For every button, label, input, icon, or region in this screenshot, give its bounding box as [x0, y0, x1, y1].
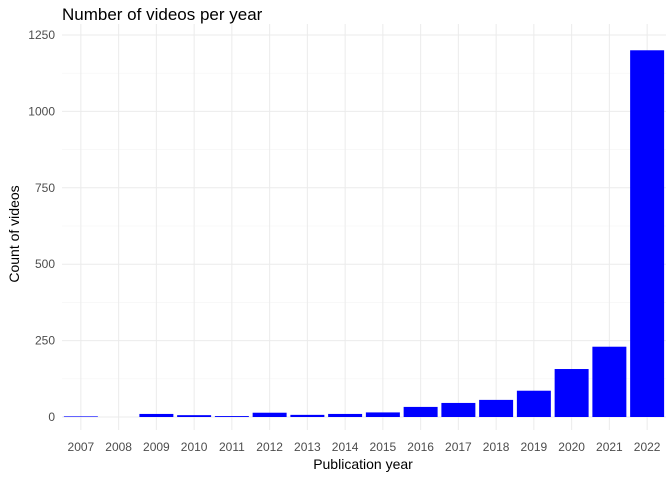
- x-tick-label: 2016: [407, 440, 434, 454]
- bar-2014: [328, 413, 363, 417]
- y-axis-title: Count of videos: [6, 185, 22, 282]
- bar-2010: [177, 415, 212, 417]
- bar-2019: [516, 390, 551, 417]
- chart-title: Number of videos per year: [62, 5, 263, 24]
- bar-2018: [479, 399, 514, 417]
- bars: [63, 50, 665, 417]
- y-tick-label: 1000: [28, 104, 55, 118]
- y-tick-label: 250: [35, 334, 55, 348]
- bar-2017: [441, 402, 476, 417]
- x-tick-label: 2015: [370, 440, 397, 454]
- y-tick-label: 1250: [28, 28, 55, 42]
- bar-2013: [290, 414, 325, 417]
- bar-2015: [365, 412, 400, 417]
- bar-2011: [214, 416, 249, 417]
- x-tick-label: 2011: [219, 440, 245, 454]
- x-tick-label: 2013: [294, 440, 321, 454]
- x-tick-label: 2010: [181, 440, 208, 454]
- bar-2007: [63, 416, 98, 417]
- x-tick-label: 2018: [483, 440, 510, 454]
- bar-2021: [592, 346, 627, 417]
- x-tick-label: 2009: [143, 440, 170, 454]
- bar-2020: [554, 369, 589, 417]
- x-tick-label: 2014: [332, 440, 359, 454]
- y-tick-label: 750: [35, 181, 55, 195]
- x-tick-label: 2008: [105, 440, 132, 454]
- bar-2022: [630, 50, 665, 417]
- x-tick-label: 2021: [596, 440, 623, 454]
- x-tick-label: 2007: [68, 440, 95, 454]
- x-tick-label: 2020: [558, 440, 585, 454]
- y-tick-label: 0: [48, 410, 55, 424]
- y-axis-ticks: 0 250 500 750 1000 1250: [28, 28, 55, 424]
- bar-2009: [139, 413, 174, 417]
- x-axis-ticks: 2007 2008 2009 2010 2011 2012 2013 2014 2015 2016…: [68, 440, 661, 454]
- y-tick-label: 500: [35, 257, 55, 271]
- bar-2012: [252, 412, 287, 417]
- x-tick-label: 2012: [256, 440, 283, 454]
- x-tick-label: 2019: [521, 440, 548, 454]
- bar-2016: [403, 406, 438, 417]
- x-tick-label: 2017: [445, 440, 472, 454]
- x-axis-title: Publication year: [313, 456, 413, 472]
- x-tick-label: 2022: [634, 440, 661, 454]
